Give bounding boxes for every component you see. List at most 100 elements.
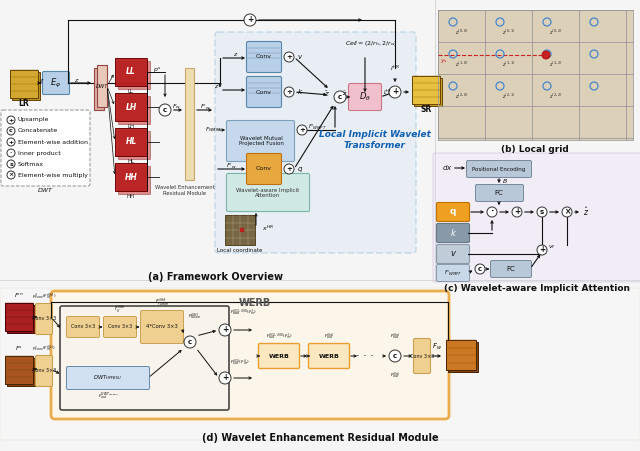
Bar	[115, 58, 147, 86]
Bar	[118, 61, 150, 89]
Text: $\bar{z}$: $\bar{z}$	[342, 90, 347, 98]
Text: Local coordinate: Local coordinate	[218, 248, 262, 253]
Text: $Cell=(2/r_h, 2/r_w)$: $Cell=(2/r_h, 2/r_w)$	[345, 38, 398, 47]
Text: $F_w$: $F_w$	[172, 102, 181, 111]
Text: $F^{il(n)}_{out}$: $F^{il(n)}_{out}$	[324, 331, 334, 342]
Text: (c) Wavelet-aware Implicit Attention: (c) Wavelet-aware Implicit Attention	[444, 284, 630, 293]
Text: LR: LR	[19, 98, 29, 107]
Text: Conv: Conv	[256, 89, 272, 95]
Text: s: s	[9, 161, 13, 166]
Text: Conv: Conv	[256, 166, 272, 171]
Bar	[225, 215, 255, 245]
FancyBboxPatch shape	[141, 310, 184, 344]
Text: +: +	[8, 139, 13, 144]
Circle shape	[7, 138, 15, 146]
Text: ·: ·	[10, 151, 12, 156]
FancyBboxPatch shape	[436, 224, 470, 243]
Circle shape	[512, 207, 522, 217]
Text: q: q	[450, 207, 456, 216]
Text: Conv: Conv	[256, 55, 272, 60]
Circle shape	[562, 207, 572, 217]
Text: +: +	[539, 245, 545, 254]
Text: LL: LL	[126, 68, 136, 77]
Circle shape	[159, 104, 171, 116]
Text: $B$: $B$	[502, 177, 508, 185]
Circle shape	[334, 91, 346, 103]
Text: c: c	[9, 129, 13, 133]
Text: $I^{HR}$: $I^{HR}$	[390, 63, 400, 73]
FancyBboxPatch shape	[35, 355, 52, 387]
Text: $F_{WMPT}$: $F_{WMPT}$	[205, 125, 222, 134]
Text: Inner product: Inner product	[18, 151, 61, 156]
Text: Wavelet Mutual
Projected Fusion: Wavelet Mutual Projected Fusion	[239, 136, 284, 147]
FancyBboxPatch shape	[246, 153, 282, 184]
Text: $z^{(0,2)}$: $z^{(0,2)}$	[549, 28, 563, 37]
FancyBboxPatch shape	[490, 261, 531, 277]
Text: ×: ×	[8, 172, 13, 178]
FancyBboxPatch shape	[259, 344, 300, 368]
Text: k: k	[451, 229, 456, 238]
FancyBboxPatch shape	[349, 83, 381, 110]
Text: c: c	[393, 353, 397, 359]
Bar	[115, 163, 147, 191]
Text: ·: ·	[490, 207, 493, 216]
Circle shape	[219, 324, 231, 336]
Text: Positional Encoding: Positional Encoding	[472, 166, 525, 171]
Circle shape	[7, 171, 15, 179]
Text: · · ·: · · ·	[356, 351, 374, 361]
Text: Conv 3×3: Conv 3×3	[71, 325, 95, 330]
Bar	[118, 131, 150, 159]
Circle shape	[240, 228, 244, 232]
Text: +: +	[222, 326, 228, 335]
Bar	[414, 78, 442, 106]
Text: $p^{s}$: $p^{s}$	[153, 65, 161, 74]
Text: $z^{(2,2)}$: $z^{(2,2)}$	[549, 92, 563, 101]
Text: WERB: WERB	[269, 354, 289, 359]
Text: HL: HL	[127, 159, 134, 164]
Text: z: z	[234, 52, 237, 57]
Text: $v_f$: $v_f$	[548, 243, 556, 251]
Text: $F'_{WMPT}$: $F'_{WMPT}$	[308, 123, 327, 132]
Bar	[115, 93, 147, 121]
Text: $F^{il(H)}_{fusion}$: $F^{il(H)}_{fusion}$	[154, 297, 170, 308]
Text: $p^{c}_{conv}(F^{il(L)}_{in})$: $p^{c}_{conv}(F^{il(L)}_{in})$	[32, 344, 56, 354]
Bar	[12, 72, 40, 100]
Text: c: c	[163, 107, 167, 113]
Text: $y_s$: $y_s$	[440, 57, 448, 65]
Text: Element-wise multiply: Element-wise multiply	[18, 172, 88, 178]
Text: Conv 3×3: Conv 3×3	[32, 317, 56, 322]
Bar	[115, 128, 147, 156]
Bar	[118, 96, 150, 124]
Text: $x^{HR}$: $x^{HR}$	[262, 223, 274, 233]
Text: +: +	[8, 118, 13, 123]
Circle shape	[537, 245, 547, 255]
Text: (a) Framework Overview: (a) Framework Overview	[147, 272, 282, 282]
Circle shape	[487, 207, 497, 217]
Text: $dx$: $dx$	[442, 164, 452, 172]
Text: $\hat{z}$: $\hat{z}$	[583, 206, 589, 218]
Text: $z^{(1,1)}$: $z^{(1,1)}$	[502, 60, 515, 69]
Circle shape	[475, 264, 485, 274]
Text: LL: LL	[128, 89, 134, 94]
Text: $F^{s}$: $F^{s}$	[15, 345, 23, 353]
FancyBboxPatch shape	[67, 367, 150, 390]
Bar	[7, 305, 35, 333]
Text: $F^{DWT_{HPFBNU}}_{out}$: $F^{DWT_{HPFBNU}}_{out}$	[97, 390, 118, 401]
Text: q: q	[298, 166, 303, 172]
Text: Upsample: Upsample	[18, 118, 49, 123]
Text: $\bar{z}$: $\bar{z}$	[324, 89, 330, 99]
Bar	[412, 76, 440, 104]
Text: +: +	[299, 127, 305, 133]
Circle shape	[537, 207, 547, 217]
FancyBboxPatch shape	[42, 72, 70, 95]
Text: +: +	[286, 89, 292, 95]
Circle shape	[389, 350, 401, 362]
Circle shape	[284, 87, 294, 97]
FancyBboxPatch shape	[60, 306, 229, 410]
FancyBboxPatch shape	[436, 244, 470, 263]
Text: $F_w$: $F_w$	[432, 342, 442, 352]
Text: z: z	[40, 78, 43, 83]
Text: $D_{\theta}$: $D_{\theta}$	[359, 91, 371, 103]
Text: $F^{il(1),il(0)}_{out}(F^{il}_{in})$: $F^{il(1),il(0)}_{out}(F^{il}_{in})$	[266, 331, 292, 342]
Bar	[94, 68, 104, 110]
